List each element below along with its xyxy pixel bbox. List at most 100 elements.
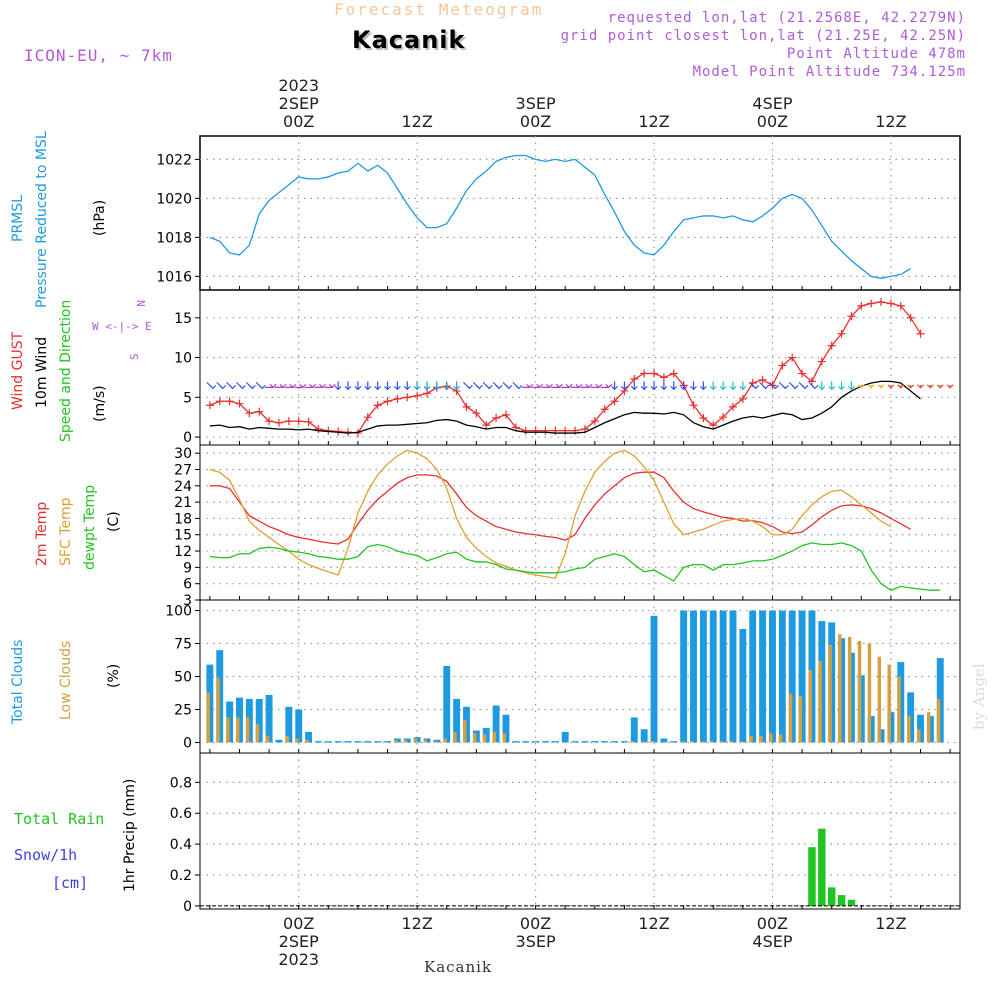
wind-arrowhead bbox=[762, 384, 770, 390]
gust-marker bbox=[403, 393, 412, 402]
wind-arrowhead bbox=[907, 384, 915, 389]
wind-arrowhead bbox=[209, 384, 217, 390]
wind-arrowhead bbox=[838, 385, 845, 391]
low-cloud-bar bbox=[433, 741, 437, 743]
gust-marker bbox=[778, 361, 787, 370]
y-tick-label: 1022 bbox=[156, 152, 192, 168]
low-cloud-bar bbox=[630, 741, 635, 743]
low-cloud-bar bbox=[423, 739, 428, 743]
series-line-dewpt-temp bbox=[209, 542, 941, 591]
total-cloud-bar bbox=[729, 610, 737, 743]
precip-bar bbox=[808, 847, 816, 906]
wind-arrowhead bbox=[857, 384, 865, 389]
wind-arrowhead bbox=[605, 383, 613, 389]
wind-arrowhead bbox=[585, 383, 593, 389]
compass-n: N bbox=[134, 300, 147, 307]
time-label: 00Z bbox=[283, 112, 315, 131]
total-cloud-bar bbox=[917, 714, 924, 743]
gust-marker bbox=[294, 417, 303, 426]
gust-marker bbox=[265, 417, 274, 426]
wind-arrowhead bbox=[595, 383, 603, 389]
y-tick-label: 12 bbox=[174, 544, 192, 560]
low-cloud-bar bbox=[245, 717, 250, 743]
low-cloud-bar bbox=[857, 640, 862, 743]
total-cloud-bar bbox=[660, 738, 668, 743]
gust-marker bbox=[462, 402, 471, 411]
gust-marker bbox=[758, 375, 767, 384]
y-tick-label: 0 bbox=[183, 735, 192, 751]
gust-marker bbox=[610, 397, 619, 406]
panel-3: 0 25 50 75 100 bbox=[165, 599, 961, 754]
low-cloud-bar bbox=[305, 739, 309, 743]
gust-marker bbox=[215, 397, 224, 406]
y-tick-label: 21 bbox=[174, 495, 192, 511]
wind-arrowhead bbox=[546, 383, 553, 389]
wind-arrowhead bbox=[309, 383, 316, 389]
y-tick-label: 3 bbox=[183, 593, 192, 609]
wind-arrowhead bbox=[393, 385, 401, 391]
gust-marker bbox=[472, 409, 481, 418]
wind-arrowhead bbox=[555, 383, 563, 389]
y-tick-label: 15 bbox=[174, 311, 192, 327]
gust-marker bbox=[600, 405, 609, 414]
wind-arrowhead bbox=[801, 384, 809, 390]
requested-coords: requested lon,lat (21.2568E, 42.2279N) bbox=[607, 10, 966, 26]
y-tick-label: 25 bbox=[174, 702, 192, 718]
total-cloud-bar bbox=[532, 741, 540, 743]
gust-marker bbox=[314, 425, 323, 434]
wind-arrowhead bbox=[640, 385, 648, 391]
low-cloud-bar bbox=[216, 677, 220, 743]
gust-marker bbox=[837, 329, 846, 338]
total-cloud-bar bbox=[936, 658, 944, 743]
total-cloud-bar bbox=[512, 741, 520, 743]
wind-compass-svg: W <-|-> E N bbox=[92, 300, 152, 333]
total-cloud-bar bbox=[275, 739, 283, 743]
wind-arrowhead bbox=[384, 385, 391, 391]
total-cloud-bar bbox=[344, 741, 352, 743]
wind-arrowhead bbox=[680, 385, 688, 391]
total-cloud-bar bbox=[709, 610, 717, 743]
time-label: 12Z bbox=[638, 112, 670, 131]
wind-arrowhead bbox=[811, 384, 819, 390]
wind-arrowhead bbox=[374, 385, 382, 391]
wind-arrowhead bbox=[495, 384, 503, 390]
total-cloud-bar bbox=[265, 694, 273, 743]
time-label: 2SEP bbox=[278, 932, 319, 951]
wind-arrowhead bbox=[575, 383, 583, 389]
low-cloud-bar bbox=[926, 712, 931, 743]
gust-marker bbox=[383, 397, 392, 406]
wind-arrowhead bbox=[936, 384, 944, 389]
wind-arrowhead bbox=[828, 385, 836, 391]
y-tick-label: 30 bbox=[174, 446, 192, 462]
gust-marker bbox=[245, 409, 254, 418]
total-cloud-bar bbox=[907, 692, 915, 743]
wind-arrowhead bbox=[660, 385, 668, 391]
y-tick-label: 1020 bbox=[156, 191, 192, 207]
precip-bar bbox=[837, 895, 846, 906]
gust-marker bbox=[788, 353, 797, 362]
total-cloud-bar bbox=[739, 629, 747, 743]
gust-marker bbox=[284, 417, 293, 426]
low-cloud-bar bbox=[295, 738, 299, 743]
y-tick-label: 0.4 bbox=[170, 837, 192, 853]
total-cloud-bar bbox=[255, 698, 263, 743]
gust-marker bbox=[225, 397, 234, 406]
time-label: 00Z bbox=[283, 914, 315, 933]
low-cloud-bar bbox=[739, 741, 743, 743]
gust-marker bbox=[738, 394, 747, 403]
wind-arrowhead bbox=[752, 384, 760, 390]
time-label: 00Z bbox=[519, 112, 552, 131]
gust-marker bbox=[886, 299, 895, 308]
total-cloud-bar bbox=[522, 741, 530, 743]
low-cloud-bar bbox=[265, 735, 270, 743]
total-cloud-bar bbox=[591, 741, 599, 743]
wind-arrowhead bbox=[565, 383, 573, 389]
low-cloud-bar bbox=[502, 733, 506, 743]
time-label: 2SEP bbox=[278, 94, 319, 113]
wind-arrowhead bbox=[620, 385, 628, 391]
gust-marker bbox=[541, 426, 550, 435]
low-cloud-bar bbox=[788, 693, 793, 743]
total-cloud-bar bbox=[759, 610, 767, 743]
wind-arrowhead bbox=[781, 384, 789, 390]
gust-marker bbox=[798, 369, 807, 378]
